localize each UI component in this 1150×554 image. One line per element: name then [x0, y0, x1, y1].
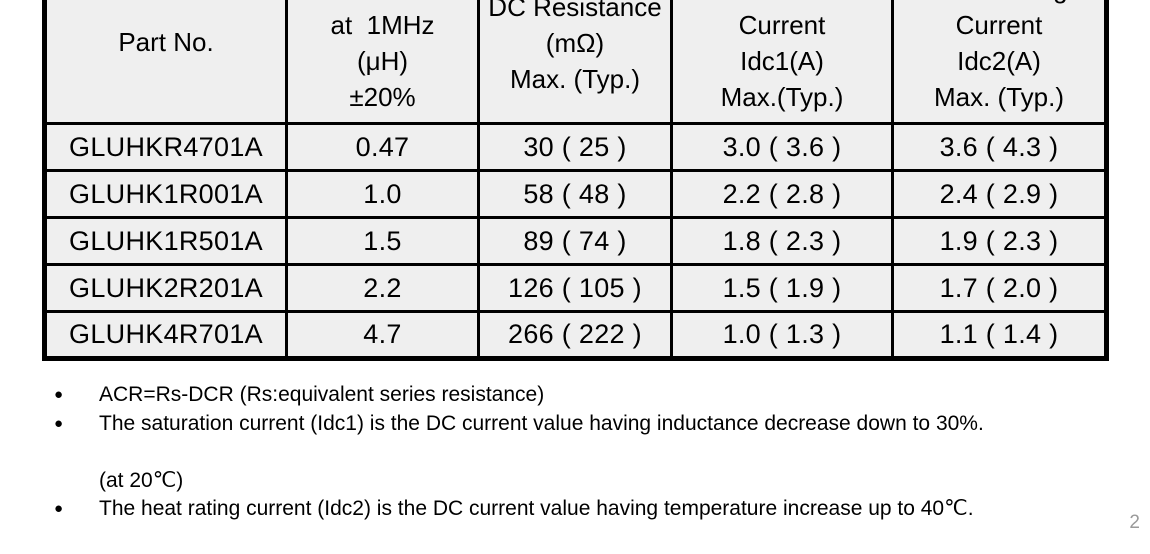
- header-line: Idc2(A): [957, 45, 1041, 76]
- header-inductance: Inductance at 1MHz (μH) ±20%: [285, 0, 480, 125]
- note-text: The saturation current (Idc1) is the DC …: [99, 410, 1112, 496]
- table-row: GLUHKR4701A 0.47 30 ( 25 ) 3.0 ( 3.6 ) 3…: [43, 122, 1108, 172]
- idc1-cell: 1.5 ( 1.9 ): [670, 263, 894, 313]
- idc2-cell: 1.1 ( 1.4 ): [891, 310, 1108, 360]
- header-line: ±20%: [349, 81, 416, 112]
- header-part-no: Part No.: [43, 0, 288, 125]
- note-item: ● The heat rating current (Idc2) is the …: [52, 495, 1112, 554]
- note-line: The heat rating current (Idc2) is the DC…: [99, 497, 974, 520]
- header-line: Inductance: [290, 0, 476, 7]
- header-line: Current: [955, 9, 1043, 40]
- bullet-icon: ●: [54, 386, 64, 403]
- part-no-cell: GLUHK1R501A: [43, 216, 288, 266]
- page-number: 2: [1129, 512, 1140, 533]
- header-line: (μH): [356, 45, 409, 76]
- table-header-row: Part No. Inductance at 1MHz (μH) ±20% DC…: [43, 0, 1108, 125]
- idc1-cell: 3.0 ( 3.6 ): [670, 122, 894, 172]
- dcr-cell: 58 ( 48 ): [477, 169, 673, 219]
- header-saturation-current: Saturation Current Idc1(A) Max.(Typ.): [670, 0, 894, 125]
- inductance-cell: 1.5: [285, 216, 480, 266]
- note-text: ACR=Rs-DCR (Rs:equivalent series resista…: [99, 383, 545, 406]
- idc2-cell: 1.7 ( 2.0 ): [891, 263, 1108, 313]
- note-item: ● The saturation current (Idc1) is the D…: [52, 410, 1112, 496]
- inductance-cell: 2.2: [285, 263, 480, 313]
- dcr-cell: 30 ( 25 ): [477, 122, 673, 172]
- idc1-cell: 2.2 ( 2.8 ): [670, 169, 894, 219]
- dcr-cell: 266 ( 222 ): [477, 310, 673, 360]
- part-no-cell: GLUHK1R001A: [43, 169, 288, 219]
- note-line: The saturation current (Idc1) is the DC …: [99, 411, 984, 435]
- inductance-cell: 1.0: [285, 169, 480, 219]
- header-line: Max. (Typ.): [509, 63, 640, 94]
- idc1-cell: 1.0 ( 1.3 ): [670, 310, 894, 360]
- note-text: The heat rating current (Idc2) is the DC…: [99, 495, 1112, 554]
- table-row: GLUHK4R701A 4.7 266 ( 222 ) 1.0 ( 1.3 ) …: [43, 310, 1108, 360]
- header-line: Heat Rating: [896, 0, 1104, 7]
- header-dc-resistance: DC Resistance (mΩ) Max. (Typ.): [477, 0, 673, 125]
- note-line: (at 20℃): [99, 468, 184, 492]
- header-line: Max.(Typ.): [720, 81, 844, 112]
- header-line: at 1MHz: [330, 9, 435, 40]
- footnotes: ● ACR=Rs-DCR (Rs:equivalent series resis…: [52, 381, 1112, 554]
- inductance-cell: 0.47: [285, 122, 480, 172]
- spec-table: Part No. Inductance at 1MHz (μH) ±20% DC…: [42, 0, 1109, 361]
- part-no-cell: GLUHKR4701A: [43, 122, 288, 172]
- header-line: Current: [738, 9, 826, 40]
- header-line: DC Resistance: [488, 0, 662, 22]
- inductance-cell: 4.7: [285, 310, 480, 360]
- header-heat-rating-current: Heat Rating Current Idc2(A) Max. (Typ.): [891, 0, 1108, 125]
- table-row: GLUHK1R501A 1.5 89 ( 74 ) 1.8 ( 2.3 ) 1.…: [43, 216, 1108, 266]
- note-item: ● ACR=Rs-DCR (Rs:equivalent series resis…: [52, 381, 1112, 410]
- idc2-cell: 3.6 ( 4.3 ): [891, 122, 1108, 172]
- idc2-cell: 2.4 ( 2.9 ): [891, 169, 1108, 219]
- table-row: GLUHK1R001A 1.0 58 ( 48 ) 2.2 ( 2.8 ) 2.…: [43, 169, 1108, 219]
- dcr-cell: 126 ( 105 ): [477, 263, 673, 313]
- header-line: Idc1(A): [740, 45, 824, 76]
- idc1-cell: 1.8 ( 2.3 ): [670, 216, 894, 266]
- idc2-cell: 1.9 ( 2.3 ): [891, 216, 1108, 266]
- header-line: Max. (Typ.): [933, 81, 1064, 112]
- dcr-cell: 89 ( 74 ): [477, 216, 673, 266]
- header-line: (mΩ): [545, 27, 605, 58]
- part-no-cell: GLUHK2R201A: [43, 263, 288, 313]
- table-row: GLUHK2R201A 2.2 126 ( 105 ) 1.5 ( 1.9 ) …: [43, 263, 1108, 313]
- header-line: Saturation: [675, 0, 890, 7]
- bullet-icon: ●: [54, 414, 64, 432]
- part-no-cell: GLUHK4R701A: [43, 310, 288, 360]
- bullet-icon: ●: [54, 500, 64, 517]
